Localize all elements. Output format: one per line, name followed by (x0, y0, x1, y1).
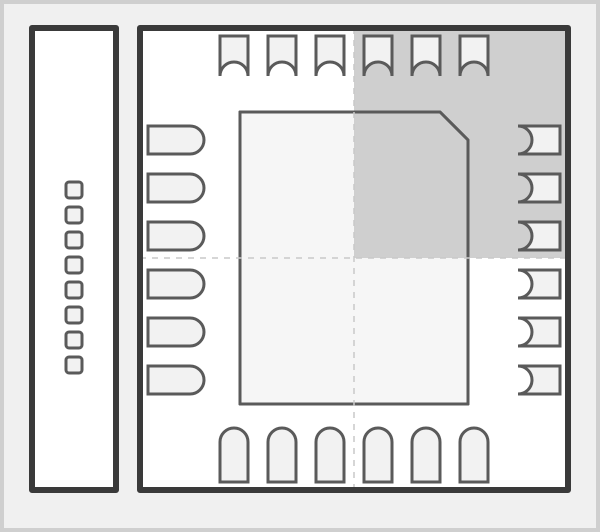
ic-package-diagram (0, 0, 600, 532)
